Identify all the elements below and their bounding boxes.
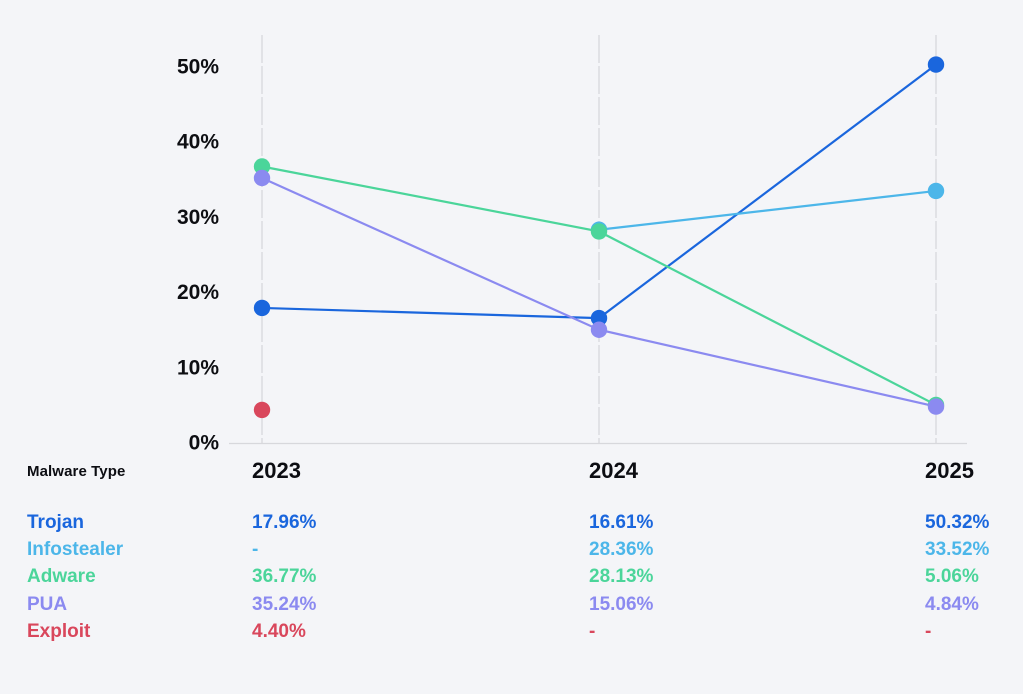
data-point-adware xyxy=(590,223,608,240)
cell-exploit-2025: - xyxy=(925,621,932,643)
column-header-2024: 2024 xyxy=(589,458,638,483)
y-tick-label: 50% xyxy=(177,56,219,79)
data-point-trojan xyxy=(590,309,608,327)
table-row-exploit: Exploit 4.40% - - xyxy=(27,619,1023,646)
cell-exploit-2024: - xyxy=(589,621,596,643)
table-row-trojan: Trojan 17.96% 16.61% 50.32% xyxy=(27,509,1023,536)
cell-trojan-2025: 50.32% xyxy=(925,511,990,533)
y-tick-label: 20% xyxy=(177,281,219,304)
y-tick-label: 0% xyxy=(189,432,220,455)
row-label: Trojan xyxy=(27,511,85,533)
table-title: Malware Type xyxy=(27,462,126,480)
malware-data-table: Malware Type 2023 2024 2025 Trojan 17.96%… xyxy=(0,456,1023,646)
cell-pua-2024: 15.06% xyxy=(589,593,654,615)
table-row-adware: Adware 36.77% 28.13% 5.06% xyxy=(27,564,1023,591)
table-row-infostealer: Infostealer - 28.36% 33.52% xyxy=(27,536,1023,563)
series-line-infostealer xyxy=(597,189,938,231)
data-point-trojan xyxy=(253,299,271,317)
cell-adware-2024: 28.13% xyxy=(589,566,654,588)
row-label: PUA xyxy=(27,593,68,615)
row-label: Adware xyxy=(27,566,96,588)
y-tick-label: 40% xyxy=(177,131,219,154)
data-point-pua xyxy=(590,321,608,338)
cell-pua-2023: 35.24% xyxy=(252,593,317,615)
table-row-pua: PUA 35.24% 15.06% 4.84% xyxy=(27,591,1023,618)
data-point-adware xyxy=(253,158,271,175)
cell-pua-2025: 4.84% xyxy=(925,593,979,615)
y-tick-label: 10% xyxy=(177,356,219,379)
data-point-infostealer xyxy=(927,182,945,200)
cell-infostealer-2023: - xyxy=(252,539,259,561)
row-label: Infostealer xyxy=(27,539,124,561)
data-point-exploit xyxy=(253,401,271,419)
column-header-2023: 2023 xyxy=(252,458,301,483)
line-chart-canvas: 0% 10% 20% 30% 40% 50% xyxy=(177,35,967,455)
data-point-trojan xyxy=(927,56,945,73)
malware-trend-chart: 0% 10% 20% 30% 40% 50% xyxy=(177,35,967,455)
y-tick-label: 30% xyxy=(177,206,219,229)
cell-exploit-2023: 4.40% xyxy=(252,621,306,643)
data-point-pua xyxy=(927,398,945,415)
data-point-pua xyxy=(253,169,271,187)
row-label: Exploit xyxy=(27,621,91,643)
table-body: Trojan 17.96% 16.61% 50.32% Infostealer - 28.3… xyxy=(27,509,1023,646)
cell-infostealer-2025: 33.52% xyxy=(925,539,990,561)
cell-adware-2025: 5.06% xyxy=(925,566,979,588)
cell-trojan-2024: 16.61% xyxy=(589,511,654,533)
cell-trojan-2023: 17.96% xyxy=(252,511,317,533)
table-header-row: Malware Type 2023 2024 2025 xyxy=(27,456,1023,486)
cell-adware-2023: 36.77% xyxy=(252,566,317,588)
cell-infostealer-2024: 28.36% xyxy=(589,539,654,561)
column-header-2025: 2025 xyxy=(925,458,974,483)
